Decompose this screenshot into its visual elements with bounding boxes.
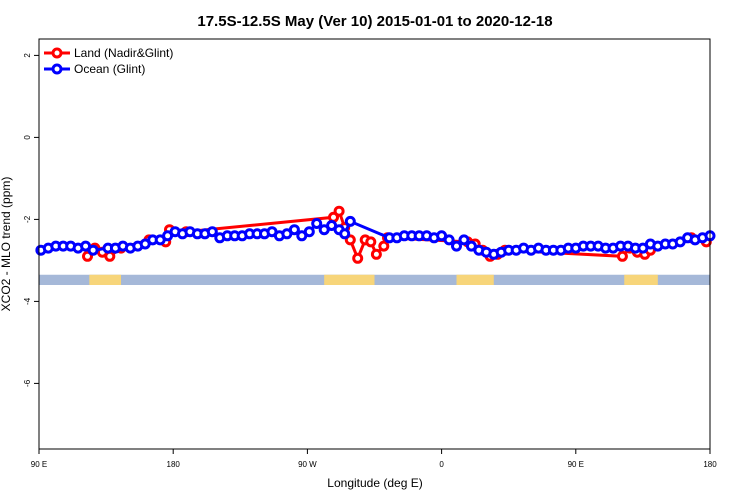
data-point (443, 234, 455, 246)
y-axis-label: XCO2 - MLO trend (ppm) (0, 177, 13, 312)
legend-land-marker (51, 47, 63, 59)
data-point (344, 215, 356, 227)
plot-frame (38, 38, 711, 450)
land-ocean-band (39, 274, 710, 285)
y-tick-label: -2 (23, 215, 32, 223)
chart-title: 17.5S-12.5S May (Ver 10) 2015-01-01 to 2… (197, 13, 552, 30)
data-point (206, 226, 218, 238)
y-tick-label: 0 (23, 135, 32, 140)
land-segment (456, 274, 494, 285)
data-point (458, 234, 470, 246)
x-tick-label: 180 (703, 460, 717, 469)
data-point (339, 228, 351, 240)
data-point (352, 252, 364, 264)
y-tick-label: -4 (23, 297, 32, 305)
series-ocean (35, 215, 716, 260)
data-point (288, 224, 300, 236)
y-axis-ticks: 2 0 -2 -4 -6 (23, 53, 39, 387)
land-segment (624, 274, 658, 285)
data-point (370, 248, 382, 260)
legend-land-label: Land (Nadir&Glint) (74, 46, 173, 60)
data-point (303, 226, 315, 238)
x-axis-label: Longitude (deg E) (327, 476, 422, 490)
y-tick-label: -6 (23, 379, 32, 387)
data-point (311, 218, 323, 229)
land-segment (324, 274, 375, 285)
x-tick-label: 180 (167, 460, 181, 469)
legend: Land (Nadir&Glint) Ocean (Glint) (44, 46, 173, 76)
land-segment (89, 274, 122, 285)
legend-ocean-label: Ocean (Glint) (74, 62, 145, 76)
series-layer (35, 205, 716, 264)
data-point (333, 205, 345, 217)
data-point (616, 250, 628, 262)
data-point (87, 244, 99, 256)
x-axis-ticks: 90 E 180 90 W 0 90 E 180 (31, 449, 717, 469)
data-point (451, 240, 462, 252)
x-tick-label: 90 E (568, 460, 584, 469)
legend-ocean-marker (51, 63, 63, 75)
x-tick-label: 0 (439, 460, 444, 469)
data-point (378, 240, 390, 252)
x-tick-label: 90 W (298, 460, 317, 469)
x-tick-label: 90 E (31, 460, 47, 469)
y-tick-label: 2 (23, 53, 32, 58)
data-point (365, 236, 377, 248)
